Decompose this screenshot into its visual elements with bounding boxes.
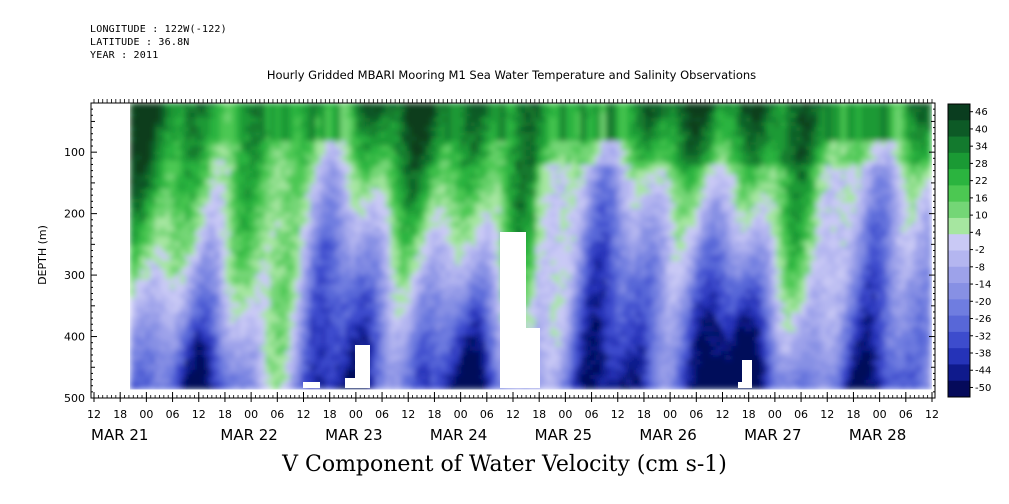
x-hour-tick-label: 12 <box>297 408 311 421</box>
x-date-label: MAR 23 <box>325 426 382 444</box>
x-axis-label: V Component of Water Velocity (cm s-1) <box>282 452 727 477</box>
colorbar-swatch <box>948 152 970 170</box>
x-hour-tick-label: 06 <box>585 408 599 421</box>
x-hour-tick-label: 12 <box>925 408 939 421</box>
colorbar-swatch <box>948 185 970 203</box>
x-hour-tick-label: 18 <box>113 408 127 421</box>
colorbar-swatch <box>948 217 970 235</box>
x-hour-tick-label: 12 <box>506 408 520 421</box>
colorbar-label: -8 <box>975 262 985 273</box>
colorbar-label: -38 <box>975 348 991 359</box>
x-hour-tick-label: 00 <box>244 408 258 421</box>
colorbar-label: -2 <box>975 245 985 256</box>
y-axis-label: DEPTH (m) <box>36 225 49 285</box>
colorbar-label: -50 <box>975 383 991 394</box>
x-hour-tick-label: 00 <box>663 408 677 421</box>
x-hour-tick-label: 18 <box>742 408 756 421</box>
colorbar-label: 22 <box>975 176 988 187</box>
colorbar-label: 40 <box>975 124 988 135</box>
colorbar-swatch <box>948 364 970 382</box>
x-date-label: MAR 24 <box>430 426 487 444</box>
colorbar-swatch <box>948 104 970 121</box>
y-axis: 100 200 300 400 500 <box>64 102 935 405</box>
colorbar-swatch <box>948 266 970 284</box>
x-hour-tick-label: 06 <box>480 408 494 421</box>
chart-title: Hourly Gridded MBARI Mooring M1 Sea Wate… <box>266 68 757 82</box>
colorbar-swatch <box>948 348 970 365</box>
colorbar-label: -14 <box>975 280 991 291</box>
colorbar-label: 28 <box>975 159 988 170</box>
colorbar-label: 4 <box>975 228 981 239</box>
x-date-label: MAR 27 <box>744 426 801 444</box>
colorbar-swatch <box>948 331 970 349</box>
x-hour-tick-label: 06 <box>794 408 808 421</box>
colorbar-swatch <box>948 136 970 154</box>
colorbar-label: -26 <box>975 314 991 325</box>
plot-area <box>130 103 932 390</box>
x-hour-tick-label: 06 <box>899 408 913 421</box>
y-tick-label: 300 <box>64 269 85 282</box>
x-hour-tick-label: 06 <box>270 408 284 421</box>
x-hour-tick-label: 12 <box>401 408 415 421</box>
colorbar-swatch <box>948 380 970 398</box>
colorbar-swatch <box>948 283 970 300</box>
y-tick-label: 100 <box>64 146 85 159</box>
colorbar-swatch <box>948 315 970 333</box>
latitude-label: LATITUDE : 36.8N <box>90 37 190 48</box>
colorbar-swatch <box>948 250 970 268</box>
x-date-label: MAR 21 <box>91 426 148 444</box>
colorbar-swatch <box>948 120 970 138</box>
colorbar-swatch <box>948 234 970 251</box>
colorbar-swatch <box>948 169 970 186</box>
y-tick-label: 400 <box>64 331 85 344</box>
x-hour-tick-label: 12 <box>716 408 730 421</box>
x-hour-tick-label: 00 <box>454 408 468 421</box>
x-hour-tick-label: 00 <box>139 408 153 421</box>
year-label: YEAR : 2011 <box>90 50 159 61</box>
x-hour-tick-label: 00 <box>873 408 887 421</box>
x-hour-tick-label: 12 <box>87 408 101 421</box>
x-hour-tick-label: 18 <box>637 408 651 421</box>
x-hour-tick-label: 00 <box>558 408 572 421</box>
x-hour-tick-label: 06 <box>375 408 389 421</box>
colorbar-label: 16 <box>975 193 988 204</box>
x-hour-tick-label: 12 <box>192 408 206 421</box>
x-hour-tick-label: 06 <box>166 408 180 421</box>
x-hour-tick-label: 18 <box>532 408 546 421</box>
colorbar-label: -32 <box>975 331 991 342</box>
x-hour-tick-label: 12 <box>611 408 625 421</box>
colorbar: 46 40 34 28 22 16 10 4 -2 -8 -14 -20 -26 -32 -38 -44 -50 <box>947 103 991 398</box>
colorbar-label: 34 <box>975 142 988 153</box>
longitude-label: LONGITUDE : 122W(-122) <box>90 24 227 35</box>
colorbar-label: -20 <box>975 297 991 308</box>
colorbar-label: 46 <box>975 107 988 118</box>
y-tick-label: 200 <box>64 208 85 221</box>
x-date-label: MAR 25 <box>535 426 592 444</box>
x-hour-tick-label: 18 <box>427 408 441 421</box>
x-hour-tick-label: 12 <box>820 408 834 421</box>
x-date-label: MAR 28 <box>849 426 906 444</box>
x-axis: 12 18 00 06 12 18 00 06 12 18 00 06 12 18 00 06 12 18 00 06… <box>87 99 939 444</box>
x-date-label: MAR 26 <box>639 426 696 444</box>
colorbar-swatch <box>948 201 970 219</box>
x-hour-tick-label: 18 <box>323 408 337 421</box>
x-date-label: MAR 22 <box>220 426 277 444</box>
x-hour-tick-label: 18 <box>846 408 860 421</box>
x-hour-tick-label: 00 <box>768 408 782 421</box>
colorbar-label: -44 <box>975 366 991 377</box>
x-hour-tick-label: 18 <box>218 408 232 421</box>
x-hour-tick-label: 06 <box>689 408 703 421</box>
colorbar-label: 10 <box>975 211 988 222</box>
x-hour-tick-label: 00 <box>349 408 363 421</box>
y-tick-label: 500 <box>64 392 85 405</box>
colorbar-swatch <box>948 299 970 317</box>
